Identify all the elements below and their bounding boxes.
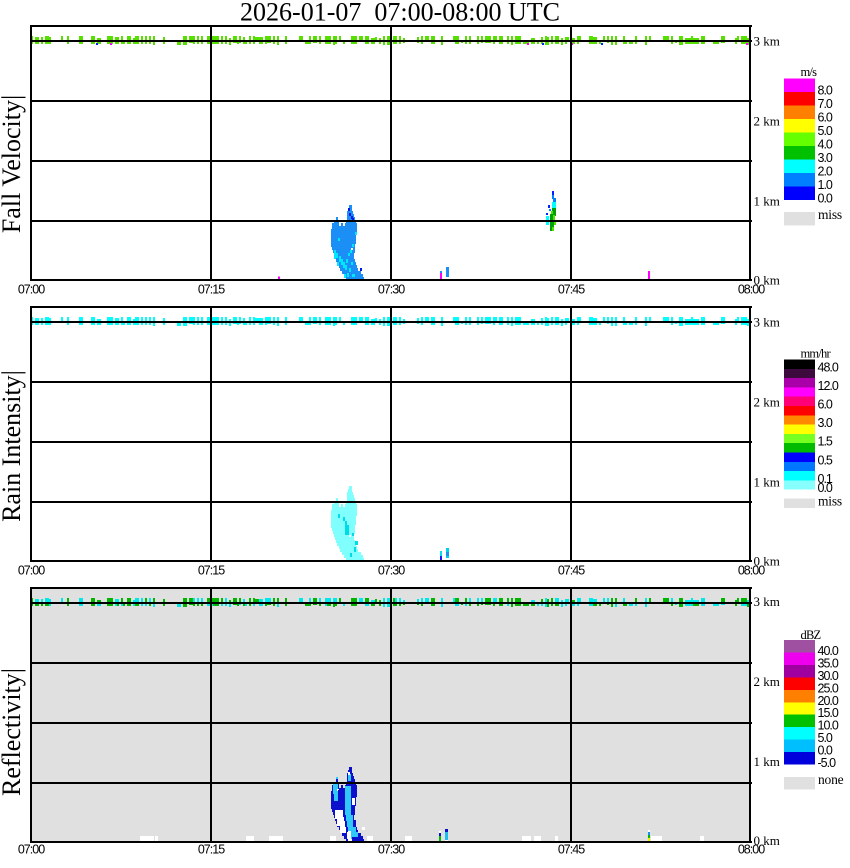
svg-text:0.1: 0.1	[818, 472, 833, 486]
svg-text:1 km: 1 km	[754, 754, 780, 769]
svg-text:6.0: 6.0	[818, 111, 833, 125]
svg-text:35.0: 35.0	[818, 656, 839, 670]
svg-text:7.0: 7.0	[818, 97, 833, 111]
svg-text:8.0: 8.0	[818, 84, 833, 98]
svg-text:1.5: 1.5	[818, 435, 833, 449]
svg-text:2 km: 2 km	[754, 114, 780, 129]
svg-text:0.5: 0.5	[818, 453, 833, 467]
svg-text:1.0: 1.0	[818, 178, 833, 192]
svg-text:2026-01-07 07:00-08:00 UTC: 2026-01-07 07:00-08:00 UTC	[240, 0, 560, 27]
svg-text:0 km: 0 km	[754, 833, 780, 848]
svg-text:08:00: 08:00	[738, 843, 765, 857]
svg-text:Fall Velocity|: Fall Velocity|	[0, 95, 26, 233]
svg-text:5.0: 5.0	[818, 124, 833, 138]
svg-text:30.0: 30.0	[818, 669, 839, 683]
svg-text:3 km: 3 km	[754, 315, 780, 330]
svg-text:07:00: 07:00	[18, 283, 45, 297]
svg-text:07:45: 07:45	[558, 564, 585, 578]
svg-text:1 km: 1 km	[754, 475, 780, 490]
svg-text:07:45: 07:45	[558, 283, 585, 297]
svg-text:mm/hr: mm/hr	[801, 347, 832, 361]
svg-text:0.0: 0.0	[818, 192, 833, 206]
svg-text:07:15: 07:15	[198, 283, 225, 297]
svg-text:2 km: 2 km	[754, 674, 780, 689]
svg-text:3 km: 3 km	[754, 594, 780, 609]
svg-text:0 km: 0 km	[754, 273, 780, 288]
svg-text:15.0: 15.0	[818, 706, 839, 720]
svg-text:-5.0: -5.0	[818, 756, 837, 770]
svg-text:m/s: m/s	[801, 65, 818, 79]
svg-text:10.0: 10.0	[818, 719, 839, 733]
svg-text:25.0: 25.0	[818, 681, 839, 695]
svg-text:07:30: 07:30	[378, 843, 405, 857]
svg-text:08:00: 08:00	[738, 283, 765, 297]
svg-text:40.0: 40.0	[818, 644, 839, 658]
svg-text:07:45: 07:45	[558, 843, 585, 857]
svg-text:48.0: 48.0	[818, 360, 839, 374]
svg-text:Rain Intensity|: Rain Intensity|	[0, 370, 26, 522]
svg-text:0.0: 0.0	[818, 744, 833, 758]
svg-text:0.0: 0.0	[818, 481, 833, 495]
svg-text:4.0: 4.0	[818, 138, 833, 152]
svg-text:2.0: 2.0	[818, 165, 833, 179]
svg-text:08:00: 08:00	[738, 564, 765, 578]
svg-text:07:15: 07:15	[198, 564, 225, 578]
svg-text:07:15: 07:15	[198, 843, 225, 857]
svg-text:12.0: 12.0	[818, 379, 839, 393]
svg-text:5.0: 5.0	[818, 731, 833, 745]
svg-text:miss: miss	[818, 494, 842, 509]
svg-text:20.0: 20.0	[818, 694, 839, 708]
svg-text:07:30: 07:30	[378, 564, 405, 578]
svg-text:0 km: 0 km	[754, 554, 780, 569]
svg-text:3 km: 3 km	[754, 34, 780, 49]
svg-text:1 km: 1 km	[754, 194, 780, 209]
svg-text:none: none	[818, 772, 844, 787]
svg-text:07:00: 07:00	[18, 564, 45, 578]
svg-text:07:00: 07:00	[18, 843, 45, 857]
svg-text:miss: miss	[818, 207, 842, 222]
svg-text:3.0: 3.0	[818, 416, 833, 430]
svg-text:6.0: 6.0	[818, 398, 833, 412]
svg-text:Reflectivity|: Reflectivity|	[0, 668, 26, 796]
svg-text:3.0: 3.0	[818, 151, 833, 165]
svg-text:dBZ: dBZ	[801, 628, 821, 642]
svg-text:2 km: 2 km	[754, 395, 780, 410]
svg-text:07:30: 07:30	[378, 283, 405, 297]
